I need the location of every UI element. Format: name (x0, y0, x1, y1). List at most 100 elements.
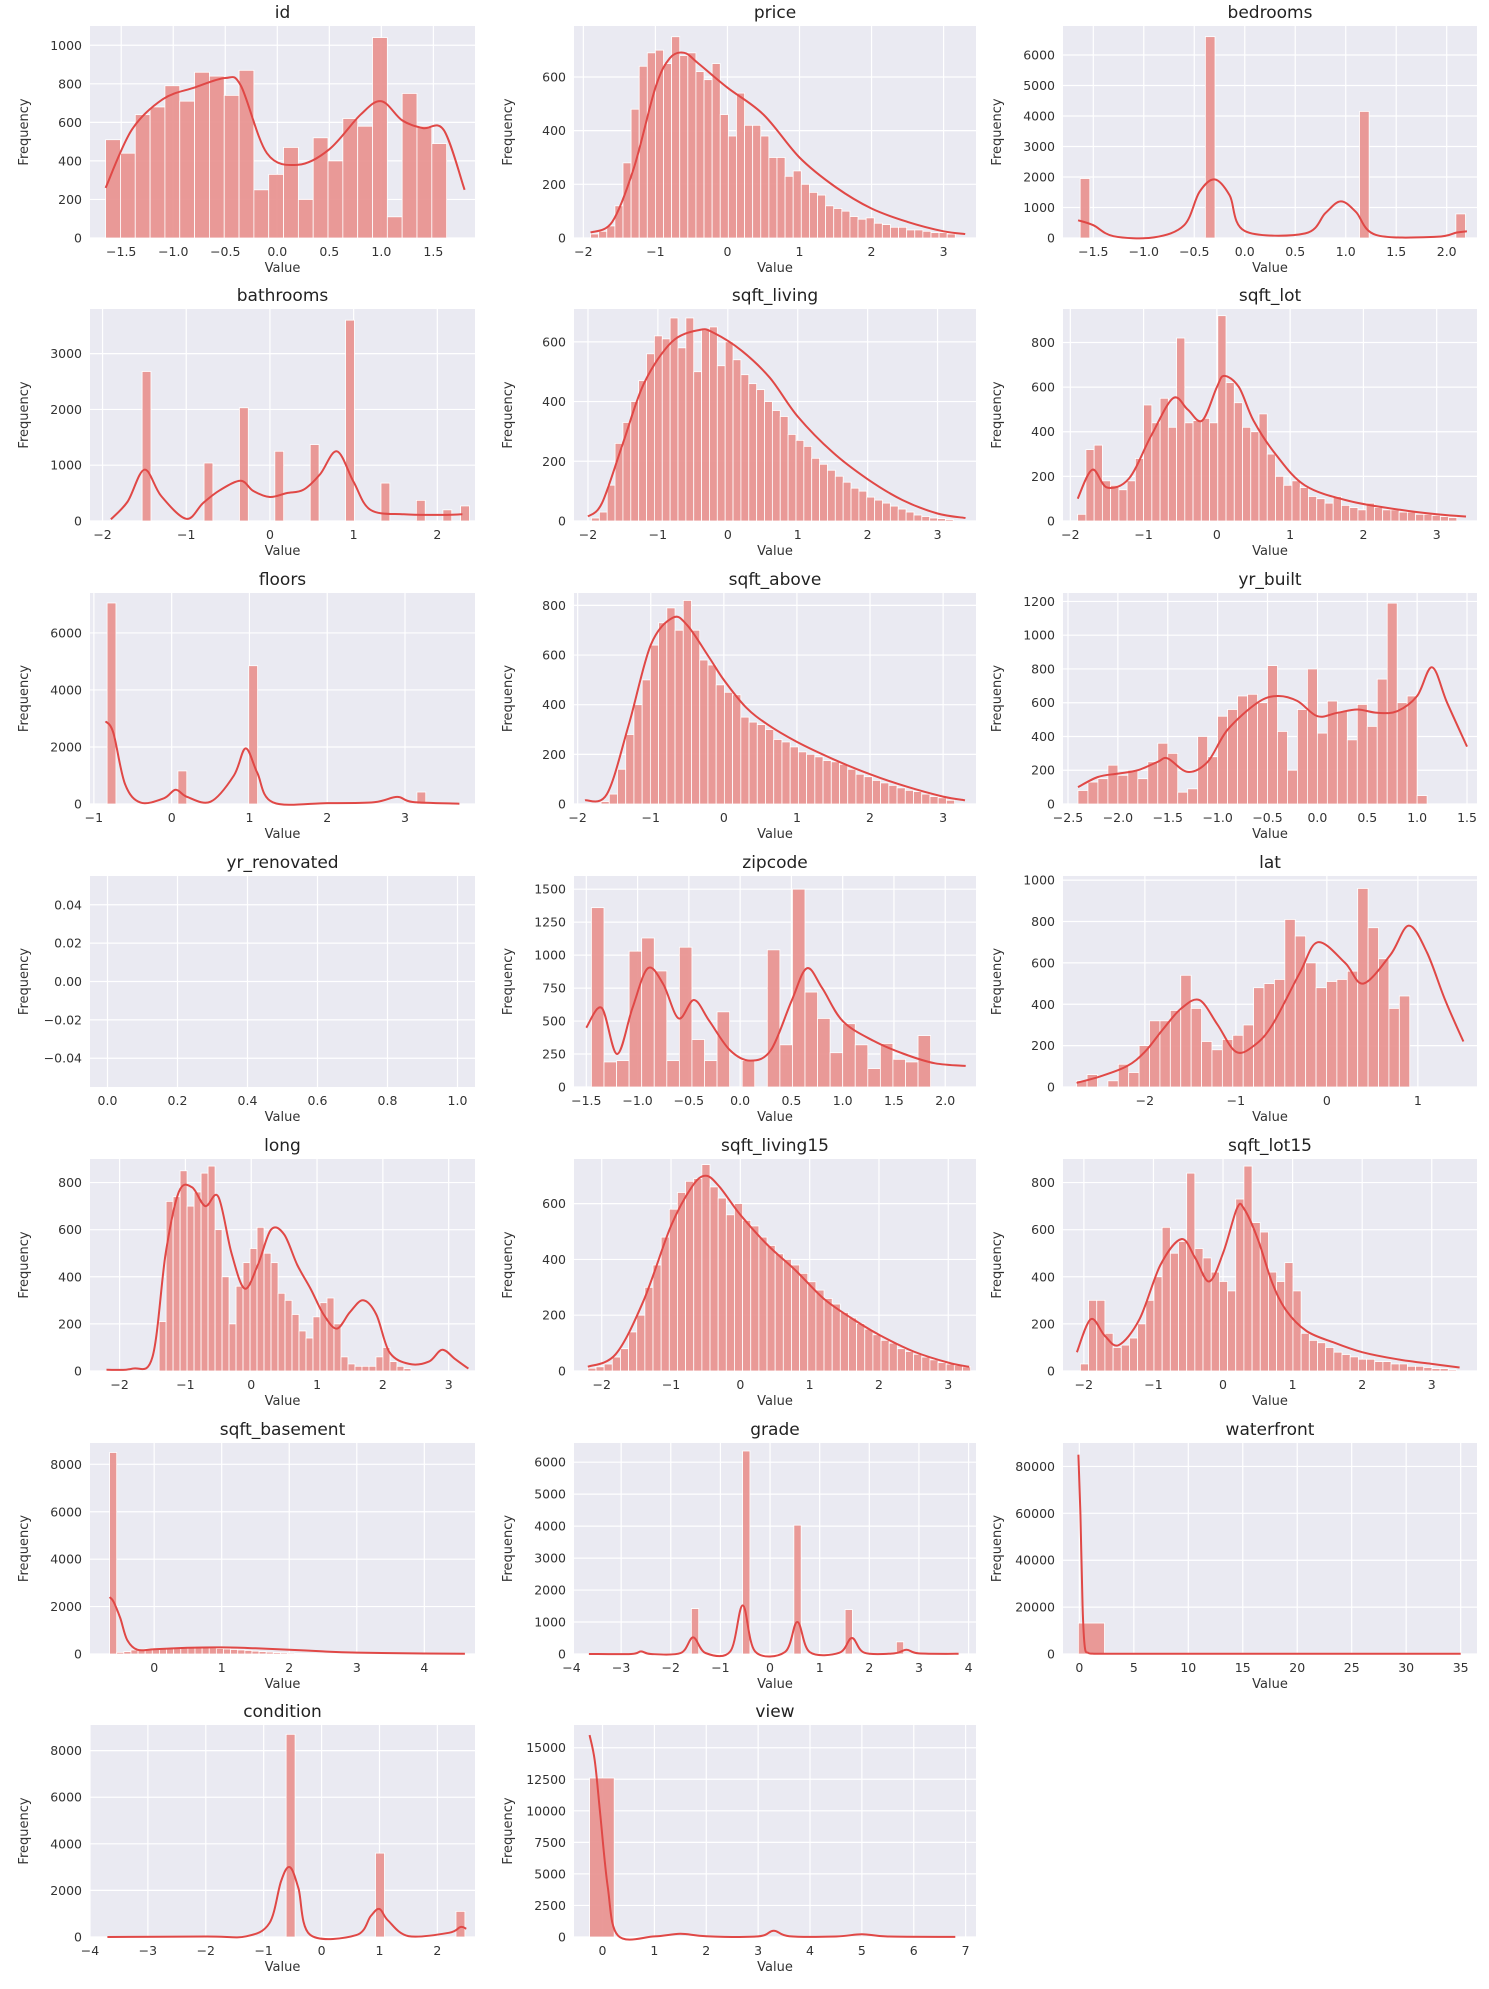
x-tick-label: 4 (965, 1660, 973, 1675)
y-tick-label: 400 (1031, 729, 1055, 744)
histogram-bar (1268, 1271, 1278, 1372)
histogram-bar (235, 1285, 244, 1372)
histogram-bar (921, 516, 931, 522)
histogram-bar (1346, 739, 1358, 805)
y-tick-label: 200 (542, 747, 566, 762)
x-tick-label: 1 (350, 527, 358, 542)
kde-curve (1076, 374, 1467, 518)
histogram-bar (1447, 1369, 1457, 1372)
x-tick-label: 3 (754, 1943, 762, 1958)
histogram-bar (416, 125, 433, 239)
histogram-bar (855, 773, 865, 805)
kde-curve (1077, 666, 1468, 788)
x-tick-label: −1 (642, 810, 660, 825)
histogram-bar (817, 1018, 831, 1088)
histogram-bar (1077, 790, 1089, 805)
x-tick-label: −1.0 (1202, 810, 1232, 825)
subplot-bathrooms: −2 −1 0 1 2 0 1000 2000 3000 bathrooms Value Freque… (17, 286, 475, 559)
histogram-bars (106, 602, 427, 805)
histogram-bar (748, 721, 758, 805)
x-tick-label: 1 (650, 1943, 658, 1958)
histogram-bar (617, 768, 627, 805)
histogram-bar (1415, 1365, 1425, 1372)
histogram-bar (179, 100, 195, 239)
histogram-bar (793, 1524, 802, 1655)
x-tick-label: 2 (864, 527, 872, 542)
x-tick-label: −1.5 (571, 1093, 601, 1108)
histogram-bar (811, 457, 820, 522)
histogram-bar (606, 484, 616, 522)
subplot-zipcode: −1.5 −1.0 −0.5 0.0 0.5 1.0 1.5 2.0 0 250 500 750 100… (501, 853, 976, 1125)
histogram-bars (1077, 315, 1458, 522)
y-tick-label: 800 (1031, 661, 1055, 676)
histogram-bar (732, 359, 742, 522)
histogram-bar (641, 937, 655, 1088)
y-tick-label: 600 (58, 1222, 82, 1237)
histogram-bar (1341, 1354, 1351, 1372)
x-tick-label: 4 (420, 1660, 428, 1675)
subplot-title: sqft_lot (1239, 286, 1302, 306)
histogram-bar (814, 756, 824, 805)
x-tick-label: 10 (1180, 1660, 1196, 1675)
histogram-bar (1210, 1271, 1220, 1372)
histogram-bar (598, 511, 608, 522)
y-tick-label: 0 (1047, 231, 1055, 246)
x-tick-label: 1 (806, 1377, 814, 1392)
histogram-bar (872, 1334, 882, 1372)
histogram-bar (829, 1052, 844, 1088)
histogram-bar (1284, 919, 1296, 1088)
histogram-bar (455, 1910, 466, 1938)
histogram-bar (1079, 1363, 1089, 1372)
kde-curve (590, 51, 966, 235)
histogram-bar (1398, 511, 1408, 522)
x-tick-label: 0.0 (1307, 810, 1327, 825)
histogram-bar (587, 1367, 597, 1372)
histogram-bar (1374, 1361, 1384, 1372)
histogram-bar (834, 475, 844, 522)
histogram-bar (1077, 513, 1087, 522)
histogram-bar (598, 230, 608, 239)
histogram-bar (1126, 480, 1136, 522)
y-tick-label: 200 (1031, 469, 1055, 484)
histogram-bar (839, 1312, 849, 1372)
histogram-bar (628, 1331, 638, 1372)
histogram-bar (1297, 709, 1308, 805)
histogram-bar (603, 1061, 617, 1088)
histogram-bar (854, 1044, 869, 1088)
subplot-sqft-lot15: −2 −1 0 1 2 3 0 200 400 600 800 sqft_lot15 Value Freq… (990, 1136, 1477, 1409)
histogram-bars (105, 37, 448, 239)
x-tick-label: −2 (1136, 1093, 1154, 1108)
x-tick-label: −2 (574, 244, 592, 259)
histogram-bar (906, 229, 916, 239)
x-tick-label: −2 (1061, 527, 1079, 542)
histogram-bar (284, 1299, 293, 1372)
histogram-bar (752, 124, 762, 239)
x-tick-label: 2.0 (1437, 244, 1457, 259)
histogram-bar (312, 1316, 321, 1372)
y-tick-label: 7500 (534, 1835, 566, 1850)
y-tick-label: 60000 (1015, 1506, 1055, 1521)
histogram-bar (1275, 475, 1285, 522)
y-tick-label: 0 (1047, 797, 1055, 812)
x-tick-label: 3 (401, 810, 409, 825)
y-tick-label: 600 (58, 115, 82, 130)
histogram-bar (789, 746, 799, 805)
y-tick-label: 3000 (534, 1551, 566, 1566)
y-tick-label: 6000 (1023, 47, 1055, 62)
x-tick-label: 0.0 (1235, 244, 1255, 259)
subplot-long: −2 −1 0 1 2 3 0 200 400 600 800 long Value Frequency (17, 1136, 475, 1409)
histogram-bar (361, 1365, 370, 1372)
histogram-bar (223, 94, 240, 239)
histogram-bar (768, 157, 778, 239)
histogram-bar (724, 341, 734, 522)
x-tick-label: −1.0 (622, 1093, 652, 1108)
histogram-bar (867, 1068, 881, 1088)
x-tick-label: −1 (1227, 1093, 1245, 1108)
x-axis-label: Value (1252, 1677, 1288, 1692)
subplot-title: sqft_living15 (721, 1136, 829, 1156)
y-tick-label: 0 (558, 797, 566, 812)
y-axis-label: Frequency (990, 1231, 1005, 1298)
x-tick-label: −1.5 (106, 244, 136, 259)
histogram-bar (401, 93, 418, 239)
